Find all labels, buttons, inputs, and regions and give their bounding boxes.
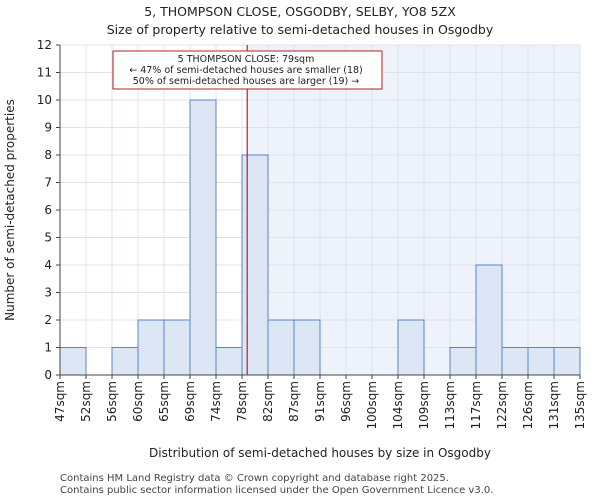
histogram-bar [111, 347, 139, 376]
y-tick-label: 7 [44, 176, 52, 190]
histogram-bar [553, 347, 581, 376]
property-annotation: 5 THOMPSON CLOSE: 79sqm ← 47% of semi-de… [112, 50, 383, 90]
x-tick-label: 69sqm [183, 381, 197, 422]
y-tick-label: 8 [44, 148, 52, 162]
x-tick-label: 47sqm [53, 381, 67, 422]
y-axis-label: Number of semi-detached properties [3, 99, 17, 321]
x-tick-label: 56sqm [105, 381, 119, 422]
x-tick-label: 60sqm [131, 381, 145, 422]
x-tick-label: 74sqm [209, 381, 223, 422]
x-tick-label: 117sqm [469, 381, 483, 429]
annotation-box [112, 50, 383, 90]
histogram-bar [293, 319, 321, 376]
histogram-bar [137, 319, 165, 376]
x-tick-label: 135sqm [573, 381, 587, 429]
y-tick-label: 2 [44, 313, 52, 327]
histogram-bar [449, 347, 477, 376]
y-tick-label: 9 [44, 121, 52, 135]
x-tick-label: 78sqm [235, 381, 249, 422]
histogram-bar [501, 347, 529, 376]
histogram-bar [527, 347, 555, 376]
y-tick-label: 0 [44, 368, 52, 382]
histogram-bar [59, 347, 87, 376]
x-tick-labels: 47sqm 52sqm 56sqm 60sqm 65sqm 69sqm 74sqm 78sqm… [53, 375, 587, 429]
x-tick-label: 96sqm [339, 381, 353, 422]
y-tick-label: 1 [44, 341, 52, 355]
x-tick-label: 126sqm [521, 381, 535, 429]
histogram-bars [59, 99, 581, 376]
histogram-bar [397, 319, 425, 376]
x-tick-label: 91sqm [313, 381, 327, 422]
x-tick-label: 52sqm [79, 381, 93, 422]
annotation-line-2: ← 47% of semi-detached houses are smalle… [129, 65, 363, 76]
x-tick-label: 82sqm [261, 381, 275, 422]
chart-subtitle: Size of property relative to semi-detach… [106, 22, 494, 37]
annotation-line-3: 50% of semi-detached houses are larger (… [133, 76, 360, 87]
x-tick-label: 113sqm [443, 381, 457, 429]
annotation-line-1: 5 THOMPSON CLOSE: 79sqm [178, 54, 315, 65]
footer-line-1: Contains HM Land Registry data © Crown c… [60, 473, 449, 484]
x-tick-label: 109sqm [417, 381, 431, 429]
y-tick-label: 6 [44, 203, 52, 217]
footer-line-2: Contains public sector information licen… [60, 485, 494, 496]
histogram-bar [189, 99, 217, 376]
histogram-bar [163, 319, 191, 376]
y-tick-label: 12 [37, 38, 52, 52]
x-axis-label: Distribution of semi-detached houses by … [149, 446, 491, 460]
x-tick-label: 104sqm [391, 381, 405, 429]
x-tick-label: 100sqm [365, 381, 379, 429]
x-tick-label: 131sqm [547, 381, 561, 429]
histogram-bar [475, 264, 503, 376]
histogram-bar [241, 154, 269, 376]
y-tick-label: 4 [44, 258, 52, 272]
y-tick-label: 10 [37, 93, 52, 107]
chart-title: 5, THOMPSON CLOSE, OSGODBY, SELBY, YO8 5… [144, 4, 456, 19]
x-tick-label: 122sqm [495, 381, 509, 429]
histogram-bar [215, 347, 243, 376]
y-tick-label: 3 [44, 286, 52, 300]
histogram-bar [267, 319, 295, 376]
x-tick-label: 87sqm [287, 381, 301, 422]
y-tick-label: 5 [44, 231, 52, 245]
x-tick-label: 65sqm [157, 381, 171, 422]
y-tick-label: 11 [37, 66, 52, 80]
